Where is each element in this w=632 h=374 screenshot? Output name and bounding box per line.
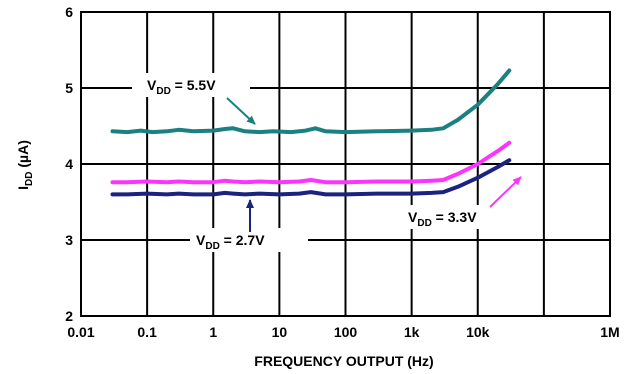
y-tick-label: 6 <box>65 4 73 20</box>
plot-frame <box>80 11 611 317</box>
y-axis-title: IDD (µA) <box>15 140 35 190</box>
grid <box>80 11 611 317</box>
annotation-vdd33-arrow <box>489 176 522 208</box>
y-tick-label: 2 <box>65 308 73 324</box>
series-line-2 <box>110 158 512 197</box>
annotation-vdd33-sub: DD <box>417 218 431 229</box>
annotation-vdd33-main: V <box>408 209 418 225</box>
x-tick-label: 0.01 <box>67 324 94 340</box>
svg-text:VDD = 3.3V: VDD = 3.3V <box>408 209 477 229</box>
series-line-0 <box>110 68 512 135</box>
y-axis-title-sub: DD <box>24 172 35 186</box>
x-tick-label: 100 <box>334 324 358 340</box>
annotation-vdd33-rest: = 3.3V <box>432 209 477 225</box>
x-tick-label: 1M <box>600 324 619 340</box>
series-line-1 <box>110 140 512 185</box>
x-tick-label: 10 <box>272 324 288 340</box>
x-tick-label: 0.1 <box>137 324 157 340</box>
annotation-vdd27-main: V <box>196 232 206 248</box>
x-tick-label: 1k <box>404 324 420 340</box>
y-axis-title-unit: (µA) <box>15 140 31 171</box>
annotation-vdd55-sub: DD <box>156 86 170 97</box>
annotation-vdd27: VDD = 2.7V <box>190 199 308 252</box>
y-tick-label: 5 <box>65 80 73 96</box>
y-tick-label: 4 <box>65 156 73 172</box>
annotation-vdd55-rest: = 5.5V <box>171 77 216 93</box>
svg-text:VDD = 2.7V: VDD = 2.7V <box>196 232 265 252</box>
annotation-vdd55-arrow <box>226 97 256 125</box>
annotation-vdd27-rest: = 2.7V <box>220 232 265 248</box>
annotation-vdd27-sub: DD <box>205 241 219 252</box>
y-tick-label: 3 <box>65 232 73 248</box>
y-axis-title-main: I <box>15 186 31 190</box>
annotation-vdd55-main: V <box>147 77 157 93</box>
x-axis-title: FREQUENCY OUTPUT (Hz) <box>254 353 433 369</box>
x-tick-label: 1 <box>209 324 217 340</box>
series-lines <box>110 68 512 197</box>
tick-labels: 0.01 0.1 1 10 100 1k 10k 1M 2 3 4 5 6 <box>65 4 620 340</box>
x-tick-label: 10k <box>466 324 490 340</box>
annotation-vdd55: VDD = 5.5V <box>132 73 256 125</box>
svg-text:VDD = 5.5V: VDD = 5.5V <box>147 77 216 97</box>
annotation-vdd33: VDD = 3.3V <box>398 176 522 229</box>
